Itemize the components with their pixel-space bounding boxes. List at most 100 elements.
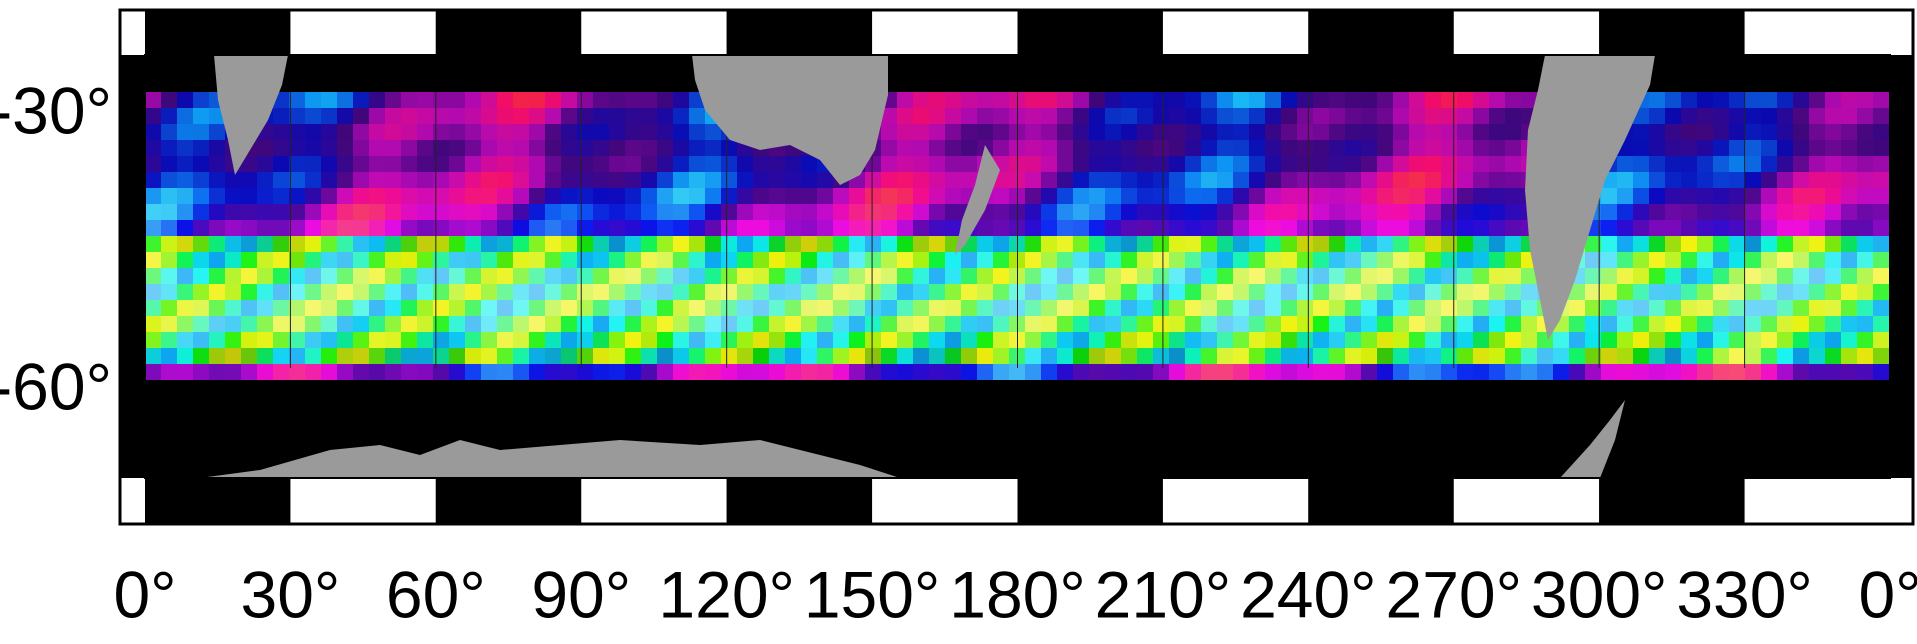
field-cell (1329, 300, 1345, 316)
field-cell (305, 236, 321, 252)
field-cell (929, 108, 945, 124)
field-cell (1697, 220, 1713, 236)
field-cell (1505, 140, 1521, 156)
field-cell (1121, 204, 1137, 220)
field-cell (1729, 188, 1745, 204)
field-cell (1425, 332, 1441, 348)
field-cell (1329, 124, 1345, 140)
field-cell (1505, 268, 1521, 284)
field-cell (1217, 156, 1233, 172)
field-cell (1729, 140, 1745, 156)
field-cell (1617, 300, 1633, 316)
field-cell (1681, 172, 1697, 188)
field-cell (1217, 268, 1233, 284)
field-cell (1649, 252, 1665, 268)
field-cell (1505, 236, 1521, 252)
field-cell (1729, 220, 1745, 236)
field-cell (1265, 268, 1281, 284)
field-cell (673, 236, 689, 252)
field-cell (465, 252, 481, 268)
field-cell (177, 108, 193, 124)
field-cell (209, 236, 225, 252)
field-cell (1169, 332, 1185, 348)
field-cell (1601, 252, 1617, 268)
field-cell (1473, 124, 1489, 140)
field-cell (1521, 332, 1537, 348)
field-cell (1169, 284, 1185, 300)
frame-band (1162, 10, 1309, 55)
field-cell (1265, 316, 1281, 332)
field-cell (1329, 172, 1345, 188)
field-cell (1313, 252, 1329, 268)
field-cell (1857, 364, 1873, 380)
field-cell (497, 92, 513, 108)
field-cell (753, 204, 769, 220)
field-cell (545, 156, 561, 172)
field-cell (401, 268, 417, 284)
field-cell (1089, 156, 1105, 172)
field-cell (1425, 140, 1441, 156)
field-cell (1793, 364, 1809, 380)
lon-label: 60° (386, 557, 486, 631)
field-cell (449, 348, 465, 364)
field-cell (257, 236, 273, 252)
field-cell (849, 252, 865, 268)
field-cell (1697, 172, 1713, 188)
field-cell (1745, 140, 1761, 156)
field-cell (1681, 300, 1697, 316)
field-cell (561, 220, 577, 236)
field-cell (1441, 172, 1457, 188)
field-cell (1281, 220, 1297, 236)
field-cell (1617, 348, 1633, 364)
field-cell (1057, 140, 1073, 156)
field-cell (1681, 188, 1697, 204)
field-cell (449, 284, 465, 300)
field-cell (145, 236, 161, 252)
field-cell (433, 140, 449, 156)
field-cell (1841, 108, 1857, 124)
field-cell (1057, 124, 1073, 140)
field-cell (993, 124, 1009, 140)
field-cell (1281, 92, 1297, 108)
field-cell (1297, 300, 1313, 316)
field-cell (1409, 108, 1425, 124)
field-cell (817, 252, 833, 268)
field-cell (993, 364, 1009, 380)
field-cell (465, 236, 481, 252)
field-cell (1841, 300, 1857, 316)
field-cell (913, 364, 929, 380)
field-cell (657, 220, 673, 236)
field-cell (1073, 332, 1089, 348)
field-cell (417, 236, 433, 252)
field-cell (1601, 284, 1617, 300)
field-cell (593, 92, 609, 108)
field-cell (929, 252, 945, 268)
field-cell (1329, 156, 1345, 172)
field-cell (193, 268, 209, 284)
field-cell (433, 284, 449, 300)
field-cell (1217, 332, 1233, 348)
field-cell (1665, 204, 1681, 220)
field-cell (481, 332, 497, 348)
field-cell (801, 220, 817, 236)
field-cell (961, 124, 977, 140)
field-cell (1713, 92, 1729, 108)
field-cell (1121, 156, 1137, 172)
field-cell (945, 284, 961, 300)
field-cell (1233, 204, 1249, 220)
field-cell (529, 188, 545, 204)
field-cell (1825, 300, 1841, 316)
field-cell (1377, 252, 1393, 268)
field-cell (417, 204, 433, 220)
field-cell (1201, 284, 1217, 300)
field-cell (1601, 188, 1617, 204)
field-cell (1169, 268, 1185, 284)
field-cell (417, 188, 433, 204)
field-cell (609, 236, 625, 252)
field-cell (1393, 268, 1409, 284)
field-cell (641, 140, 657, 156)
field-cell (593, 364, 609, 380)
field-cell (1265, 92, 1281, 108)
field-cell (705, 140, 721, 156)
field-cell (1841, 172, 1857, 188)
